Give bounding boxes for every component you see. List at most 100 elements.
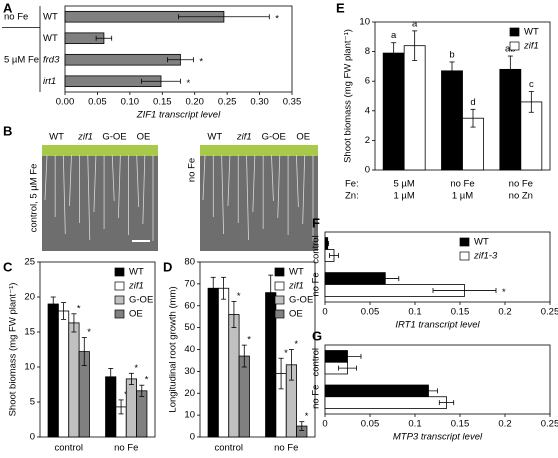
x-tick-label: 0.35 — [283, 97, 302, 108]
x-tick-label: 0.20 — [185, 97, 204, 108]
panel-label: C — [3, 259, 13, 274]
legend-label: zif1 — [288, 281, 304, 292]
root — [221, 154, 225, 235]
root — [295, 154, 299, 208]
significance: * — [247, 335, 251, 346]
plot-frame — [39, 261, 156, 438]
legend-swatch — [274, 281, 285, 291]
legend-swatch — [114, 281, 125, 291]
photo-column-label: OE — [137, 132, 151, 143]
legend-label: WT — [524, 27, 539, 38]
root — [246, 154, 249, 241]
bar — [125, 378, 138, 438]
y-tick-label: 0 — [365, 165, 370, 176]
legend-label: zif1-3 — [473, 251, 498, 262]
y-tick-label: 15 — [24, 327, 35, 338]
significance: * — [284, 348, 288, 359]
plot-frame — [64, 5, 293, 93]
legend-swatch — [459, 251, 470, 261]
root — [202, 154, 206, 201]
x-tick-label: 0.05 — [361, 307, 380, 318]
y-tick-label: 20 — [24, 292, 35, 303]
x-tick-label: 0.1 — [408, 307, 421, 318]
legend-swatch — [114, 295, 125, 305]
x-tick-label: 0 — [322, 419, 327, 430]
root — [252, 154, 256, 213]
bar — [105, 376, 117, 438]
bar — [58, 310, 70, 438]
y-tick-label: 60 — [184, 300, 195, 311]
legend-label: G-OE — [129, 295, 153, 306]
legend-label: WT — [474, 237, 489, 248]
significance: * — [199, 56, 203, 67]
legend-swatch — [114, 309, 125, 319]
y-tick-label: 10 — [184, 410, 195, 421]
bar — [403, 45, 426, 171]
legend-swatch — [114, 267, 125, 277]
plot-frame — [324, 231, 551, 303]
x-tick-label: control — [214, 443, 243, 454]
seedlings — [200, 145, 318, 156]
x-axis-label: ZIF1 transcript level — [136, 110, 221, 121]
x-tick-label: no Fe — [274, 443, 298, 454]
photo-column-label: WT — [207, 132, 222, 143]
significance: * — [502, 287, 506, 298]
panel-label: E — [336, 0, 345, 15]
group-letter: b — [449, 49, 454, 60]
x-tick-label: 0.25 — [541, 307, 558, 318]
group-letter: d — [470, 97, 475, 108]
bar — [217, 287, 230, 438]
photo — [42, 145, 158, 251]
condition-label: no Zn — [509, 191, 533, 202]
group-letter: a — [412, 18, 418, 29]
significance: * — [87, 327, 91, 338]
root — [44, 154, 48, 201]
y-axis-label: Shoot biomass (mg FW plant⁻¹) — [8, 283, 19, 417]
condition-row-label: Zn: — [345, 191, 359, 202]
bar — [238, 355, 250, 438]
category-label: control — [311, 235, 322, 264]
panel-label: D — [163, 259, 172, 274]
root — [277, 154, 281, 219]
x-tick-label: 0.2 — [498, 307, 511, 318]
bar — [136, 390, 148, 438]
bar — [207, 287, 219, 438]
x-tick-label: 0.05 — [88, 97, 107, 108]
legend-swatch — [509, 27, 520, 37]
legend-label: G-OE — [289, 295, 313, 306]
y-tick-label: 2 — [365, 135, 370, 146]
legend-label: OE — [129, 309, 143, 320]
photo-column-label: WT — [49, 132, 64, 143]
photo — [200, 145, 318, 251]
x-tick-label: 0.25 — [541, 419, 558, 430]
x-axis-label: MTP3 transcript level — [393, 432, 483, 443]
photo-column-label: zif1 — [236, 132, 252, 143]
x-tick-label: 0.15 — [153, 97, 172, 108]
bar — [324, 384, 429, 398]
y-tick-label: 40 — [184, 344, 195, 355]
x-tick-label: 0.1 — [408, 419, 421, 430]
legend-label: OE — [289, 309, 303, 320]
bar — [499, 68, 522, 171]
root — [111, 154, 115, 202]
condition-label: 1 µM — [452, 191, 473, 202]
condition-label: no Fe — [450, 179, 474, 190]
legend-label: WT — [289, 267, 304, 278]
legend-swatch — [274, 267, 285, 277]
x-tick-label: 0.10 — [121, 97, 140, 108]
photo-column-label: zif1 — [77, 132, 93, 143]
y-tick-label: 80 — [184, 257, 195, 268]
category-label: WT — [43, 11, 58, 22]
x-tick-label: 0.30 — [250, 97, 269, 108]
y-axis-label: Longitudinal root growth (mm) — [168, 286, 179, 412]
photo-column-label: OE — [296, 132, 310, 143]
group-letter: c — [529, 79, 534, 90]
group-letter: a — [391, 30, 397, 41]
photo-condition-label: no Fe — [187, 158, 198, 182]
y-tick-label: 50 — [184, 322, 195, 333]
root — [87, 154, 91, 241]
x-tick-label: 0.25 — [218, 97, 237, 108]
significance: * — [305, 411, 309, 422]
root — [62, 154, 66, 235]
